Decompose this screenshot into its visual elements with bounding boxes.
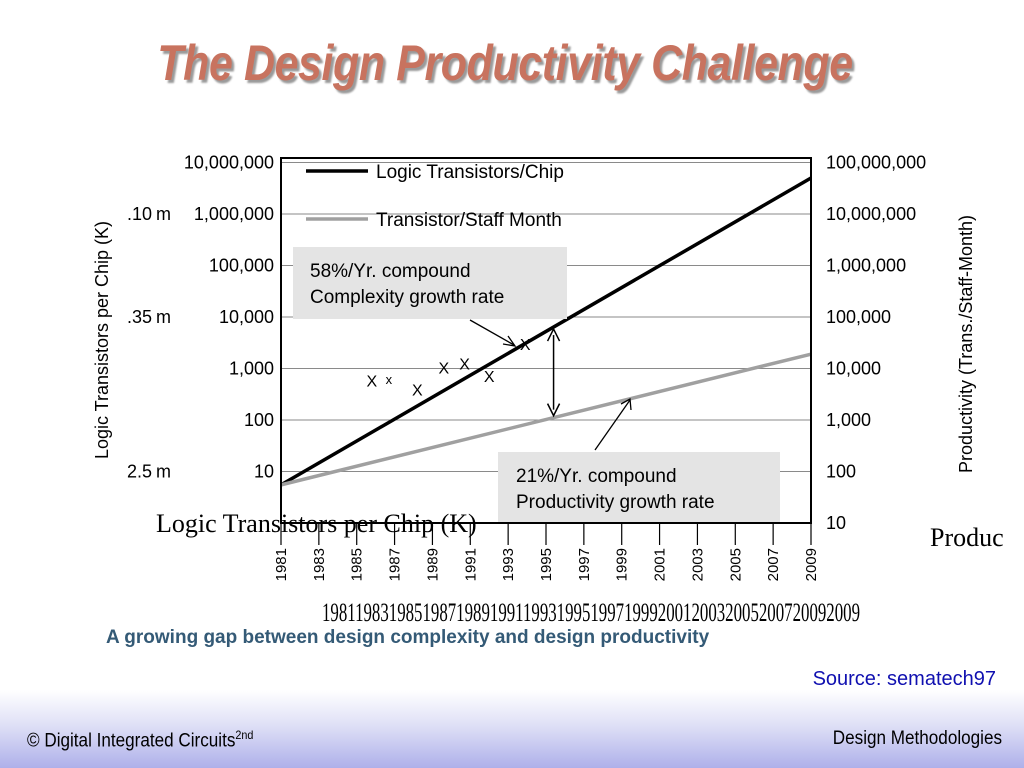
- complexity-pointer-head: [502, 335, 517, 347]
- y-left-tick-label: 100: [244, 410, 274, 430]
- annotations: 58%/Yr. compound Complexity growth rate 21…: [293, 247, 780, 522]
- scatter-mark: X: [520, 337, 531, 354]
- y-left-tick-label: 10: [254, 462, 274, 482]
- y-right-tick-label: 1,000: [826, 410, 871, 430]
- x-tick-label: 1993: [500, 548, 517, 581]
- footer-band: [0, 690, 1024, 768]
- footer-topic: Design Methodologies: [832, 728, 1002, 749]
- source-note: Source: sematech97: [812, 668, 996, 690]
- series-line-productivity: [280, 352, 812, 487]
- productivity-note-box: [498, 452, 780, 522]
- footer-edition: 2nd: [235, 728, 254, 742]
- scatter-mark: X: [367, 373, 378, 390]
- y-right-tick-label: 10: [826, 513, 846, 533]
- overlay-year-string: 1981198319851987198919911993199519971999…: [322, 598, 860, 627]
- feature-size-label: 2.5: [127, 462, 152, 482]
- complexity-pointer: [469, 319, 515, 346]
- y-left-tick-label: 100,000: [209, 256, 274, 276]
- gap-arrow-head-top: [546, 327, 561, 342]
- y-left-tick-label: 10,000,000: [184, 153, 274, 173]
- feature-size-label: .10: [127, 204, 152, 224]
- feature-size-unit: m: [156, 307, 171, 327]
- series-line-logic-transistors: [280, 176, 812, 487]
- overlay-left-label: Logic Transistors per Chip (K): [156, 509, 477, 538]
- y-right-tick-label: 10,000,000: [826, 204, 916, 224]
- scatter-mark: X: [459, 357, 470, 374]
- y-left-tick-label: 10,000: [219, 307, 274, 327]
- feature-size-label: .35: [127, 307, 152, 327]
- x-tick-label: 2003: [689, 548, 706, 581]
- x-tick-label: 1997: [576, 548, 593, 581]
- x-tick-label: 1981: [273, 548, 290, 581]
- y-right-tick-label: 100,000,000: [826, 153, 926, 173]
- gap-arrow-head-bottom: [546, 403, 561, 418]
- footer-copyright-text: © Digital Integrated Circuits: [27, 730, 236, 752]
- x-tick-label: 1985: [349, 548, 366, 581]
- footer-copyright: © Digital Integrated Circuits2nd: [27, 728, 253, 752]
- y-right-tick-label: 10,000: [826, 359, 881, 379]
- x-tick-label: 1991: [462, 548, 479, 581]
- slide-title: The Design Productivity Challenge: [157, 35, 853, 91]
- x-tick-label: 2001: [652, 548, 669, 581]
- y-right-tick-label: 100,000: [826, 307, 891, 327]
- tick-labels: 10 100 1,000 10,000 100,000 1,000,000 10,000,0…: [92, 153, 976, 582]
- legend: Logic Transistors/Chip Transistor/Staff M…: [306, 162, 564, 231]
- legend-label-productivity: Transistor/Staff Month: [376, 210, 562, 231]
- y-right-tick-label: 100: [826, 462, 856, 482]
- complexity-note-box: [293, 247, 567, 319]
- series-lines: [280, 176, 812, 487]
- plot-frame: [280, 157, 812, 524]
- y-left-tick-label: 1,000,000: [194, 204, 274, 224]
- productivity-note-line: Productivity growth rate: [516, 492, 715, 513]
- scatter-mark: X: [412, 382, 423, 399]
- y-right-tick-label: 1,000,000: [826, 256, 906, 276]
- productivity-note-line: 21%/Yr. compound: [516, 466, 677, 487]
- scatter-mark: X: [484, 369, 495, 386]
- complexity-note-line: 58%/Yr. compound: [310, 261, 471, 282]
- x-tick-label: 2007: [765, 548, 782, 581]
- feature-size-unit: m: [156, 462, 171, 482]
- y-left-tick-label: 1,000: [229, 359, 274, 379]
- x-tick-label: 1983: [311, 548, 328, 581]
- slide-subtitle: A growing gap between design complexity …: [106, 627, 710, 648]
- productivity-pointer-head: [620, 397, 632, 411]
- productivity-pointer: [594, 399, 631, 451]
- legend-label-logic-transistors: Logic Transistors/Chip: [376, 162, 564, 183]
- x-tick-label: 2005: [727, 548, 744, 581]
- scatter-mark: x: [386, 372, 393, 387]
- x-tick-label: 2009: [803, 548, 820, 581]
- scatter-mark: X: [438, 360, 449, 377]
- x-tick-label: 1987: [387, 548, 404, 581]
- overlay-right-label: Produc: [930, 523, 1004, 552]
- feature-size-unit: m: [156, 204, 171, 224]
- x-tick-label: 1995: [538, 548, 555, 581]
- y-right-axis-title: Productivity (Trans./Staff-Month): [956, 215, 976, 473]
- y-left-axis-title: Logic Transistors per Chip (K): [92, 221, 112, 459]
- x-tick-label: 1999: [614, 548, 631, 581]
- x-tick-label: 1989: [424, 548, 441, 581]
- complexity-note-line: Complexity growth rate: [310, 287, 504, 308]
